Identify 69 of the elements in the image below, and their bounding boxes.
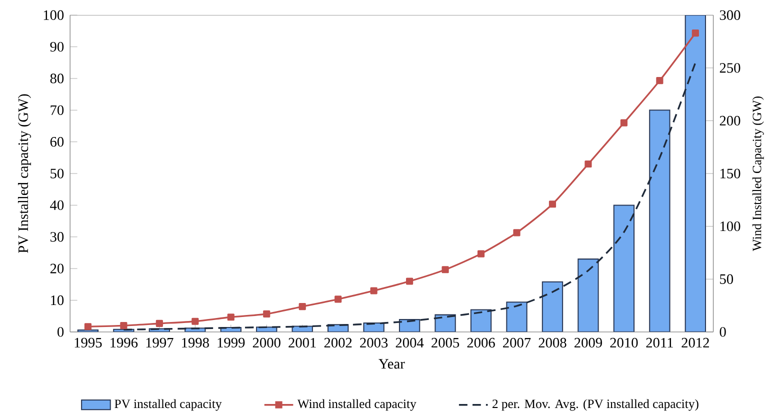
bar <box>506 302 528 332</box>
x-tick-label: 1996 <box>110 338 138 348</box>
x-tick-label: 1999 <box>218 338 245 348</box>
x-tick-label: 2011 <box>646 338 673 348</box>
y2-tick-label: 150 <box>720 168 740 178</box>
bar <box>398 319 420 332</box>
point <box>156 320 163 328</box>
y2-tick-label: 300 <box>720 10 740 20</box>
point <box>84 323 92 330</box>
x-tick-label: 1998 <box>182 338 209 348</box>
bar <box>649 110 670 332</box>
point <box>548 200 556 208</box>
x-tick-label: 2003 <box>360 338 388 348</box>
point <box>298 303 306 310</box>
bar <box>542 281 564 332</box>
x-tick-label: 2010 <box>610 338 638 348</box>
x-tick-label: 2000 <box>252 338 280 348</box>
y-tick-label: 20 <box>50 264 64 274</box>
x-tick-label: 2002 <box>324 338 352 348</box>
point <box>584 160 592 168</box>
point <box>620 119 628 126</box>
y-tick-label: 90 <box>50 42 64 52</box>
point <box>227 314 234 321</box>
point <box>477 250 485 258</box>
legend-label: 2 per. Mov. Avg. (PV installed capacity) <box>492 399 698 411</box>
point <box>370 287 378 294</box>
y-tick-label: 0 <box>58 327 64 337</box>
point <box>442 266 449 274</box>
y-tick-label: 50 <box>50 168 64 178</box>
y-tick-label: 80 <box>50 74 64 84</box>
y-tick-label: 30 <box>50 232 64 242</box>
y2-tick-label: 0 <box>720 327 726 337</box>
x-tick-label: 2012 <box>682 338 709 348</box>
bar <box>578 258 599 332</box>
y2-tick-label: 100 <box>720 221 740 232</box>
point <box>120 322 128 330</box>
point <box>656 77 664 84</box>
x-tick-label: 2006 <box>467 338 495 348</box>
point <box>406 278 414 285</box>
x-tick-label: 2009 <box>574 338 602 348</box>
y2-axis-title: Wind Installed Capacity (GW) <box>752 96 764 252</box>
y2-tick-label: 200 <box>720 116 740 126</box>
x-tick-label: 2005 <box>432 338 460 348</box>
y2-tick-label: 50 <box>720 274 734 284</box>
point <box>263 310 270 318</box>
y-tick-label: 60 <box>50 137 64 147</box>
legend-label: PV installed capacity <box>114 399 222 411</box>
x-tick-label: 1997 <box>146 338 174 348</box>
x-tick-label: 2007 <box>503 338 531 348</box>
point <box>192 318 199 325</box>
y-tick-label: 10 <box>51 295 64 306</box>
bar <box>434 314 456 332</box>
y-tick-label: 70 <box>50 105 64 115</box>
x-tick-label: 2004 <box>396 338 424 348</box>
y-tick-label: 100 <box>44 10 64 20</box>
bar <box>613 204 635 332</box>
legend-label: Wind installed capacity <box>297 399 416 411</box>
point <box>513 229 520 236</box>
y-axis-title: PV Installed capacity (GW) <box>18 94 32 253</box>
bar <box>684 15 706 332</box>
y-tick-label: 40 <box>50 200 64 210</box>
x-tick-label: 2001 <box>288 338 316 348</box>
y2-tick-label: 250 <box>720 63 740 73</box>
x-axis-title: Year <box>378 359 405 369</box>
point <box>692 30 699 37</box>
x-tick-label: 1995 <box>74 338 102 348</box>
point <box>334 296 342 303</box>
bar <box>470 309 492 332</box>
x-tick-label: 2008 <box>538 338 566 348</box>
